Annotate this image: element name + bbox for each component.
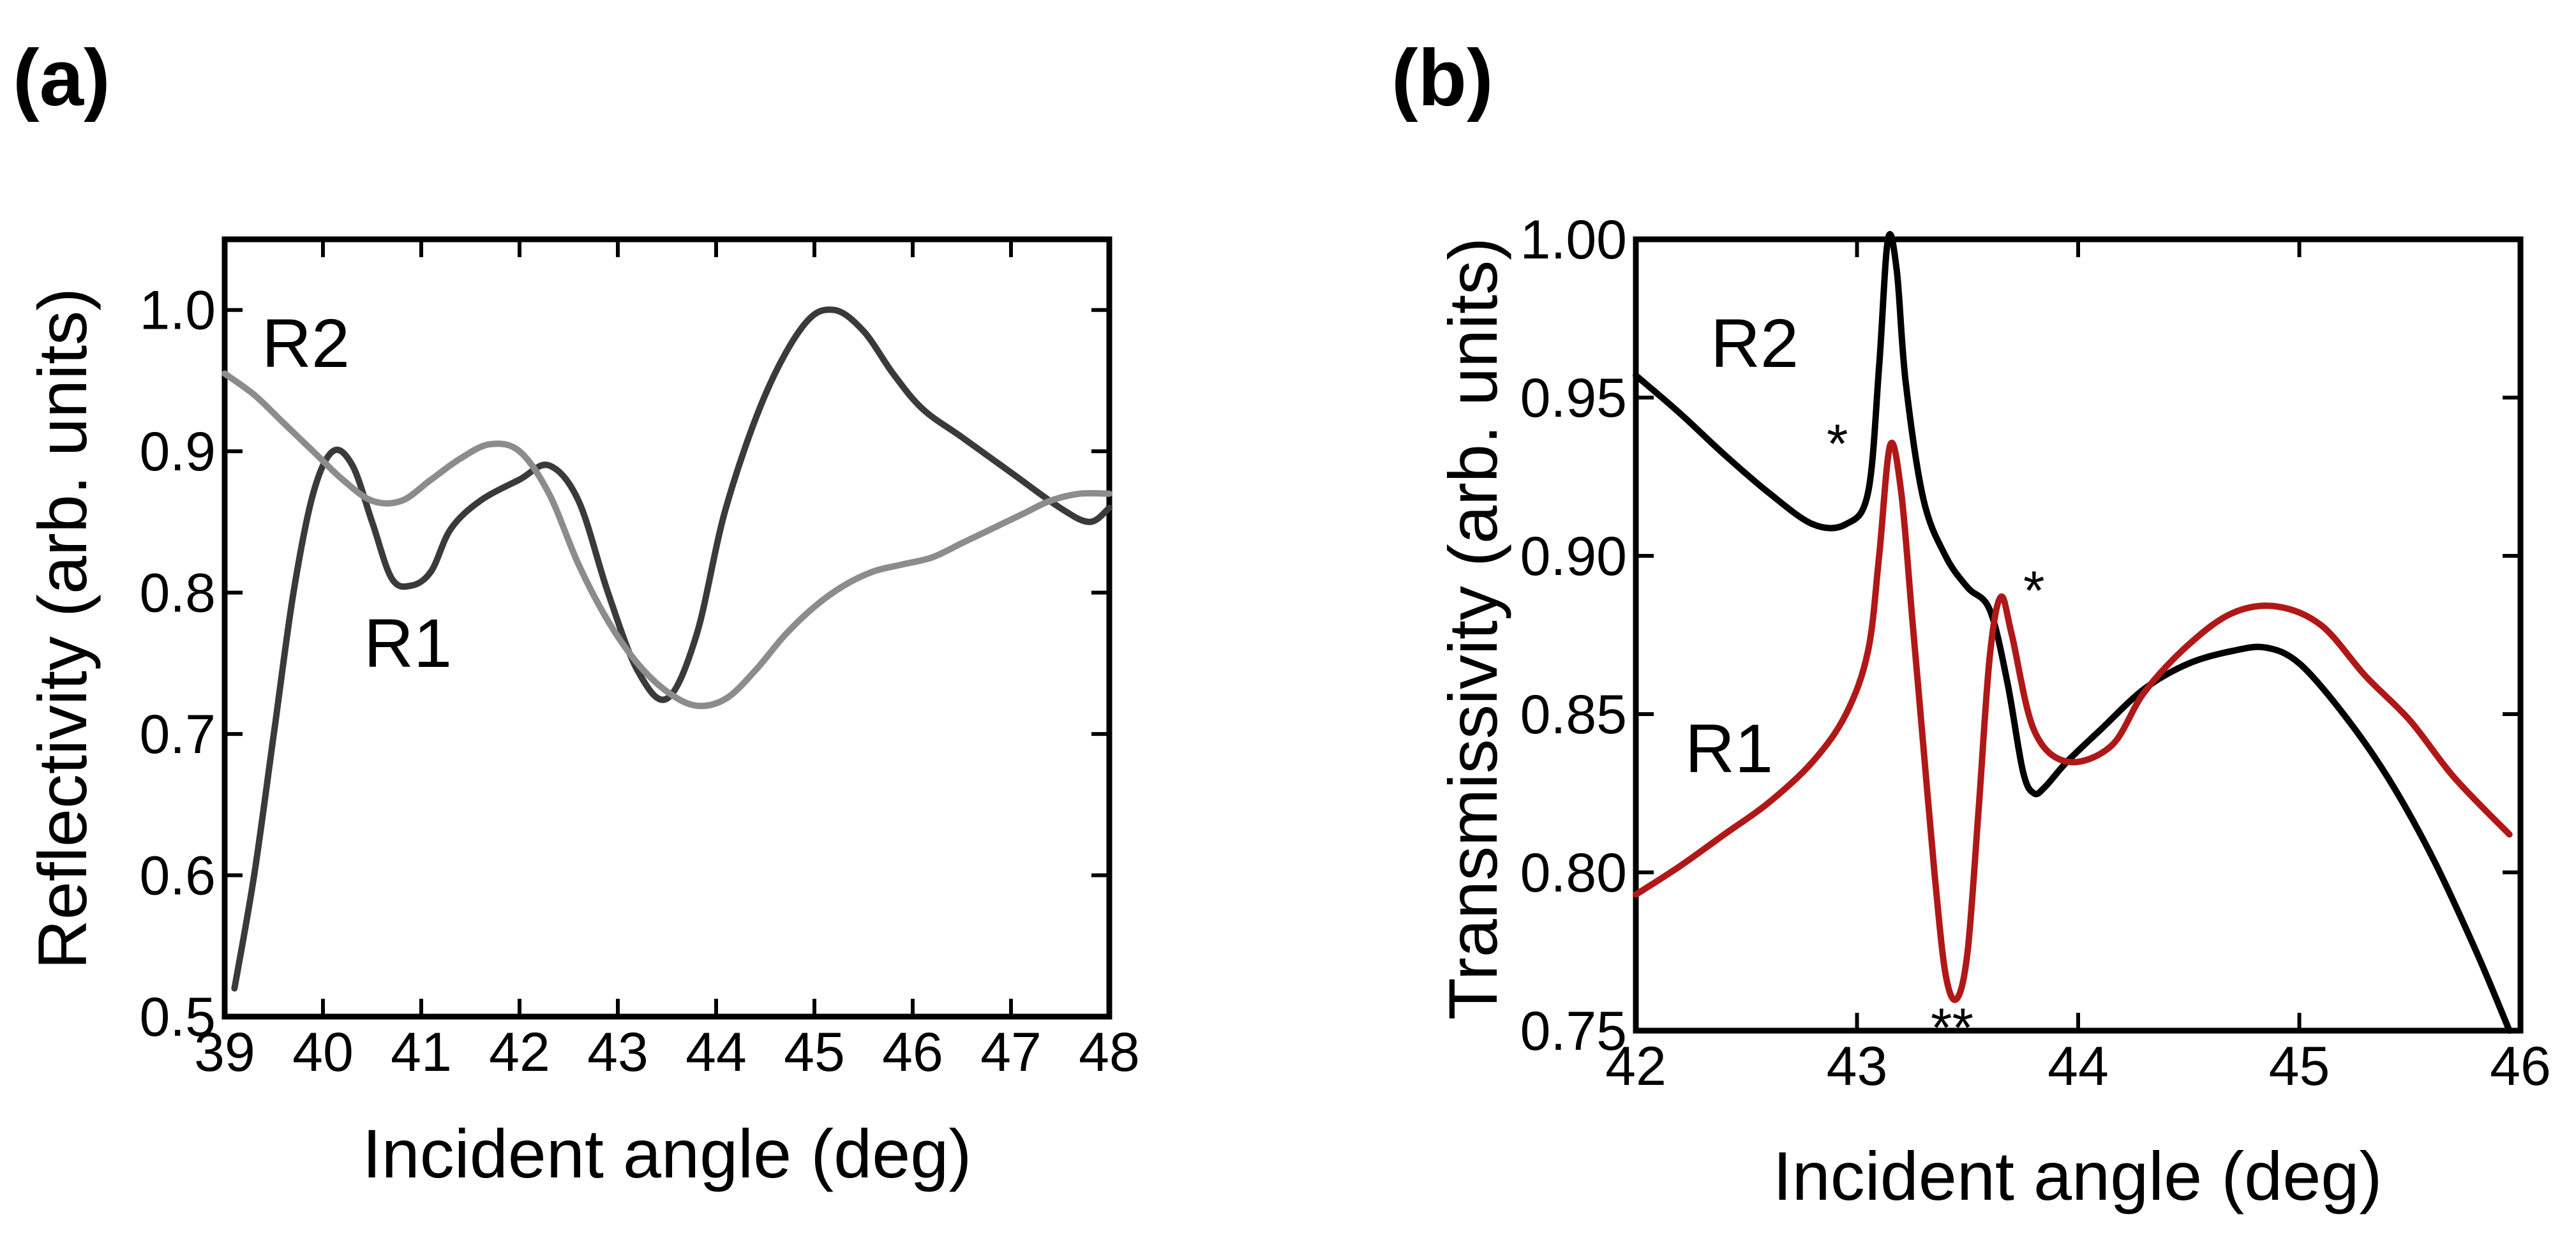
panel-a-x-axis-label: Incident angle (deg) [363, 1115, 972, 1192]
panel-a-x-tick-label: 44 [685, 1022, 747, 1083]
panel-a-x-tick-label: 40 [292, 1022, 354, 1083]
panel-b-x-tick-label: 46 [2490, 1036, 2551, 1097]
panel-a-y-tick-label: 0.8 [139, 563, 216, 624]
panel-a-r1-label: R1 [364, 604, 452, 682]
panel-a-x-tick-label: 42 [489, 1022, 550, 1083]
panel-a-y-axis-label: Reflectivity (arb. units) [24, 288, 101, 969]
panel-b-label: (b) [1391, 34, 1494, 123]
panel-a-r2-label: R2 [262, 304, 350, 382]
panel-a-y-tick-label: 1.0 [139, 280, 216, 341]
panel-b-r2-label: R2 [1711, 304, 1799, 382]
panel-b-double-star-annotation: ** [1931, 997, 1973, 1059]
panel-a-x-tick-label: 43 [587, 1022, 648, 1083]
panel-b-r1-label: R1 [1685, 710, 1773, 787]
panel-b-star-annotation-right: * [2023, 560, 2044, 622]
panel-a-x-tick-label: 41 [391, 1022, 452, 1083]
panel-a-y-tick-label: 0.9 [139, 421, 216, 482]
panel-b-ticks: 42 43 44 45 46 0.75 0.80 0.85 0.90 0.95 1.00 [1520, 209, 2551, 1097]
panel-b-x-axis-label: Incident angle (deg) [1773, 1137, 2383, 1214]
panel-a-x-tick-label: 47 [980, 1022, 1042, 1083]
panel-b-y-tick-label: 1.00 [1520, 209, 1627, 271]
panel-a-x-tick-label: 46 [882, 1022, 943, 1083]
panel-b-y-tick-label: 0.80 [1520, 842, 1627, 904]
panel-a-label: (a) [13, 34, 110, 123]
panel-a-ticks: 39 40 41 42 43 44 45 46 47 48 0.5 0.6 0.7 0.8 0.9 1.0 [139, 239, 1140, 1083]
panel-b-transmissivity-chart: (b) 42 43 44 45 46 0.75 0.80 0.85 0.90 0.95 1.00 I… [1391, 34, 2551, 1214]
panel-b-series-r1-line [1633, 440, 2513, 1003]
panel-a-series [221, 306, 1112, 992]
panel-a-y-tick-label: 0.5 [139, 987, 216, 1048]
panel-b-star-annotation-left: * [1827, 414, 1848, 475]
panel-a-x-tick-label: 48 [1079, 1022, 1140, 1083]
panel-b-y-tick-label: 0.75 [1520, 1001, 1627, 1062]
panel-b-series [1633, 231, 2513, 1034]
panel-b-y-tick-label: 0.85 [1520, 684, 1627, 745]
panel-a-y-tick-label: 0.6 [139, 846, 216, 907]
panel-b-series-r2-line [1633, 231, 2513, 1034]
panel-a-plot-frame [221, 236, 1112, 1020]
panel-b-y-axis-label: Transmissivity (arb. units) [1434, 237, 1511, 1020]
panel-a-x-tick-label: 45 [784, 1022, 845, 1083]
panel-a-x-tick-label: 39 [194, 1022, 255, 1083]
panel-b-x-tick-label: 43 [1827, 1036, 1888, 1097]
panel-b-x-tick-label: 42 [1605, 1036, 1666, 1097]
panel-a-y-tick-label: 0.7 [139, 704, 216, 765]
panel-b-x-tick-label: 44 [2048, 1036, 2109, 1097]
panel-a-series-r2-line [221, 370, 1112, 710]
panel-a-reflectivity-chart: (a) 39 40 41 42 43 44 45 46 47 48 0.5 0.6 0.7 0.8 0.9 1… [13, 34, 1140, 1192]
panel-b-x-tick-label: 45 [2269, 1036, 2330, 1097]
panel-a-series-r1-line [231, 306, 1112, 992]
panel-b-y-tick-label: 0.95 [1520, 368, 1627, 429]
panel-b-y-tick-label: 0.90 [1520, 526, 1627, 587]
